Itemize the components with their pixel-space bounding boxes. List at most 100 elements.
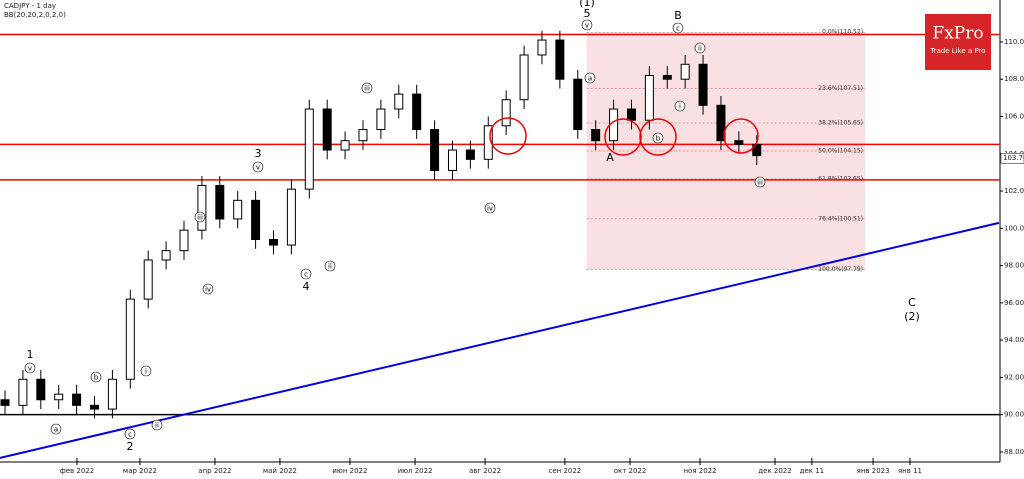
y-tick-label: 88.00: [1004, 448, 1024, 456]
wave-label: c: [128, 431, 132, 439]
fib-label: 76.4%(100.51): [818, 215, 863, 222]
candle-body: [197, 184, 207, 231]
x-tick-label: июл 2022: [398, 467, 433, 475]
wave-label: 5: [584, 7, 591, 20]
wave-label: 1: [27, 348, 34, 361]
wave-label: c: [304, 271, 308, 279]
wave-label: B: [674, 9, 682, 22]
candle-body: [376, 108, 386, 131]
candle-body: [447, 149, 457, 172]
y-tick-label: 106.00: [1004, 112, 1024, 120]
y-tick-label: 108.00: [1004, 75, 1024, 83]
wave-label: i: [145, 368, 147, 376]
candle-body: [340, 140, 350, 151]
wave-label: v: [585, 22, 589, 30]
candle-body: [358, 129, 368, 142]
candle-body: [591, 129, 601, 142]
candle-body: [519, 54, 529, 101]
candle-body: [752, 143, 762, 157]
wave-label: A: [606, 151, 614, 164]
x-tick-label: авг 2022: [469, 467, 501, 475]
wave-circle: [24, 362, 36, 374]
candle-body: [394, 93, 404, 110]
wave-circle: [202, 283, 214, 295]
candle-body: [626, 108, 636, 121]
candle-body: [161, 250, 171, 261]
candle-body: [179, 229, 189, 252]
x-tick-label: июн 2022: [332, 467, 367, 475]
logo-box: [925, 14, 991, 70]
candle-body: [286, 188, 296, 246]
wave-label: b: [94, 374, 99, 382]
wave-circle: [484, 202, 496, 214]
candle-body: [716, 104, 726, 142]
fib-label: 61.8%(102.65): [818, 175, 863, 182]
wave-label: b: [656, 135, 661, 143]
y-tick-label: 100.00: [1004, 224, 1024, 232]
highlight-circle: [723, 118, 759, 154]
wave-circle: [140, 365, 152, 377]
wave-label: v: [256, 164, 260, 172]
wave-circle: [151, 419, 163, 431]
candle-body: [555, 39, 565, 80]
wave-circle: [252, 161, 264, 173]
wave-label: iii: [757, 179, 763, 187]
candle-body: [72, 393, 82, 406]
wave-label: v: [28, 365, 32, 373]
wave-circle: [672, 22, 684, 34]
y-tick-label: 92.00: [1004, 373, 1024, 381]
wave-label: iv: [205, 286, 211, 294]
candle-body: [18, 378, 28, 406]
y-tick-label: 90.00: [1004, 411, 1024, 419]
y-tick-label: 98.00: [1004, 262, 1024, 270]
wave-label: 3: [255, 147, 262, 160]
candle-body: [107, 378, 117, 410]
highlight-circle: [604, 118, 642, 156]
candle-body: [268, 238, 278, 246]
indicator-label: BB(20,20,2,0,2,0): [4, 11, 66, 19]
wave-label: 4: [303, 280, 310, 293]
candle-body: [412, 93, 422, 131]
logo-tagline: Trade Like a Pro: [929, 47, 985, 55]
x-tick-label: фев 2022: [60, 467, 94, 475]
candle-body: [322, 108, 332, 151]
candle-body: [609, 108, 619, 142]
wave-label: iii: [197, 214, 203, 222]
fib-label: 100.0%(97.79): [818, 266, 863, 273]
candle-body: [233, 199, 243, 220]
candle-body: [90, 404, 100, 410]
wave-circle: [194, 211, 206, 223]
fib-label: 23.6%(107.51): [818, 85, 863, 92]
candle-body: [483, 125, 493, 160]
wave-circle: [652, 132, 664, 144]
x-tick-label: мар 2022: [123, 467, 157, 475]
candle-body: [573, 78, 583, 131]
wave-circle: [694, 42, 706, 54]
candle-body: [537, 39, 547, 56]
x-tick-label: янв 2023: [857, 467, 890, 475]
wave-label: c: [676, 25, 680, 33]
wave-label: ii: [155, 422, 159, 430]
price-box: [1000, 152, 1024, 164]
price-label: 103.76: [1003, 154, 1024, 162]
wave-label: iv: [487, 205, 493, 213]
wave-label: (1): [579, 0, 595, 9]
y-tick-label: 94.00: [1004, 336, 1024, 344]
candle-body: [125, 298, 135, 380]
candle-body: [36, 378, 46, 401]
wave-circle: [754, 176, 766, 188]
fib-label: 50.0%(104.15): [818, 147, 863, 154]
candle-body: [501, 99, 511, 127]
candle-body: [680, 63, 690, 80]
wave-circle: [361, 82, 373, 94]
highlight-circle: [489, 117, 527, 155]
wave-label: ii: [698, 45, 702, 53]
wave-label: a: [54, 426, 58, 434]
trendline: [0, 221, 1000, 459]
wave-circle: [90, 371, 102, 383]
candle-body: [662, 74, 672, 80]
x-tick-label: ноя 2022: [683, 467, 716, 475]
candle-body: [698, 63, 708, 106]
candle-body: [0, 399, 10, 406]
